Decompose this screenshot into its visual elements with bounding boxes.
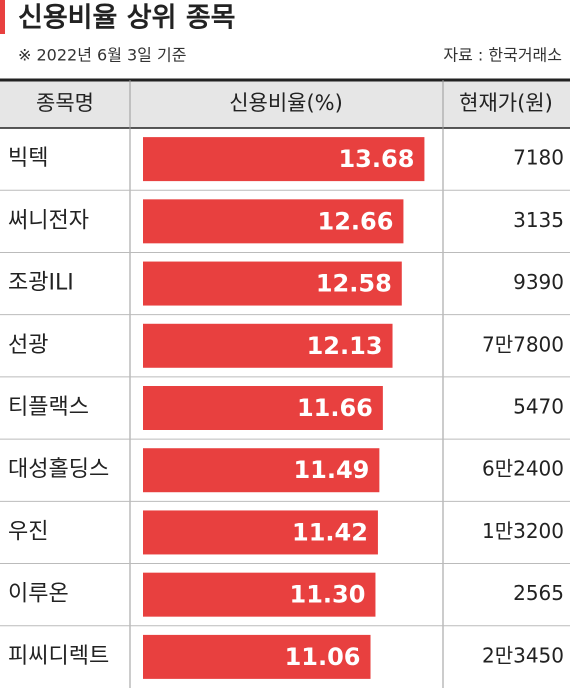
value-label: 11.49 [293,456,369,484]
title-accent [0,0,5,34]
value-label: 11.66 [297,394,373,422]
bar [143,634,371,679]
subtitle: ※ 2022년 6월 3일 기준 [18,46,186,65]
price-label: 9390 [513,270,564,294]
value-label: 13.68 [338,145,414,173]
bar [143,323,393,368]
price-label: 7만7800 [482,332,564,356]
column-header: 신용비율(%) [229,91,343,115]
category-label: 선광 [8,333,48,358]
bar [143,386,383,430]
category-label: 써니전자 [8,208,89,233]
value-label: 11.06 [285,643,361,671]
bar [143,261,402,306]
value-label: 11.30 [290,581,366,609]
category-label: 피씨디렉트 [8,644,109,669]
column-header: 종목명 [36,91,94,115]
price-label: 5470 [513,395,564,419]
value-label: 12.58 [316,270,392,298]
bar [143,448,380,493]
value-label: 12.13 [307,332,383,360]
chart-title: 신용비율 상위 종목 [18,3,236,34]
column-header: 현재가(원) [459,91,553,115]
bar [143,510,378,555]
bar [143,137,425,182]
source: 자료 : 한국거래소 [443,46,562,65]
header-row [0,80,570,128]
value-label: 12.66 [318,207,394,235]
price-label: 2만3450 [482,643,564,667]
price-label: 3135 [513,208,564,232]
price-label: 6만2400 [482,457,564,481]
price-label: 2565 [513,581,564,605]
category-label: 빅텍 [8,146,48,171]
bar [143,199,404,244]
value-label: 11.42 [292,518,368,546]
price-label: 1만3200 [482,519,564,543]
category-label: 티플랙스 [8,395,89,420]
price-label: 7180 [513,146,564,170]
bar [143,572,376,617]
category-label: 대성홀딩스 [8,457,109,482]
category-label: 우진 [8,519,48,544]
category-label: 이루온 [8,582,69,607]
category-label: 조광ILI [8,271,74,296]
